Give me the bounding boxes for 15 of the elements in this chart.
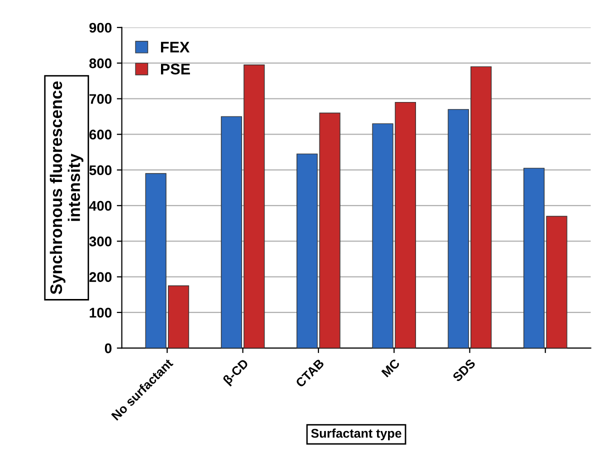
y-tick-label: 300: [89, 236, 112, 246]
x-axis-title: Surfactant type: [311, 428, 402, 440]
y-tick-label: 100: [90, 308, 112, 318]
y-tick-label: 200: [89, 272, 112, 282]
y-tick-label: 500: [89, 165, 112, 176]
y-tick-label: 800: [89, 58, 112, 68]
y-tick-label: 0: [104, 343, 112, 354]
y-axis-title: Synchronous fluorescence intensity: [50, 81, 84, 294]
x-tick-label: MC: [381, 358, 400, 378]
y-tick-label: 600: [89, 130, 112, 140]
y-tick-label: 400: [89, 200, 112, 211]
legend-label: FEX: [161, 42, 190, 52]
y-tick-label: 700: [90, 94, 112, 104]
y-tick-label: 900: [89, 22, 112, 33]
legend-label: PSE: [161, 64, 190, 74]
